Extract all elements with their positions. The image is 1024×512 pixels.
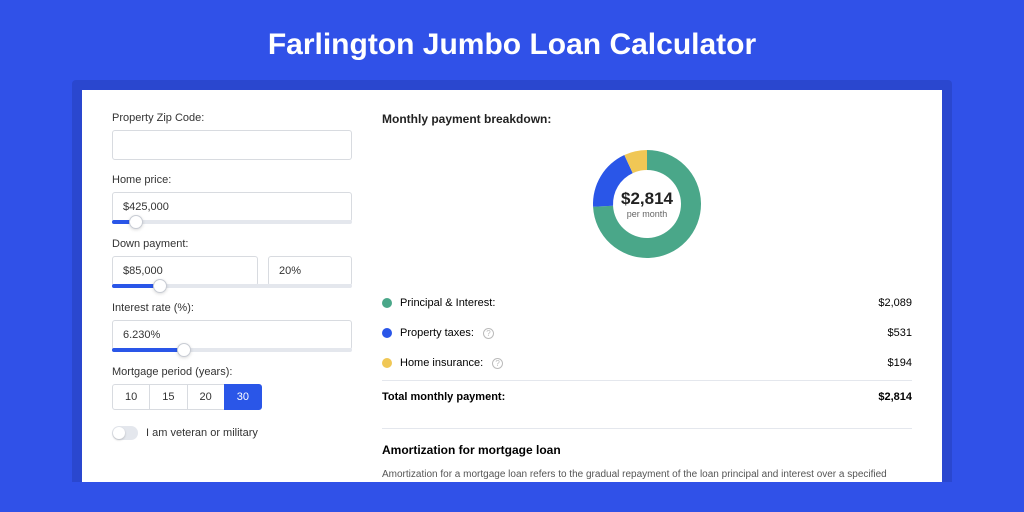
- legend-value: $194: [888, 357, 912, 369]
- slider-thumb[interactable]: [129, 215, 143, 229]
- price-field: Home price:: [112, 174, 352, 224]
- rate-slider[interactable]: [112, 348, 352, 352]
- calculator-card: Property Zip Code: Home price: Down paym…: [82, 90, 942, 482]
- donut-container: $2,814 per month: [382, 140, 912, 268]
- period-field: Mortgage period (years): 10152030: [112, 366, 352, 410]
- form-panel: Property Zip Code: Home price: Down paym…: [112, 112, 352, 482]
- price-label: Home price:: [112, 174, 352, 186]
- period-button-30[interactable]: 30: [224, 384, 262, 410]
- down-field: Down payment:: [112, 238, 352, 288]
- down-label: Down payment:: [112, 238, 352, 250]
- rate-field: Interest rate (%):: [112, 302, 352, 352]
- slider-thumb[interactable]: [153, 279, 167, 293]
- donut-amount: $2,814: [621, 189, 673, 209]
- rate-label: Interest rate (%):: [112, 302, 352, 314]
- period-button-20[interactable]: 20: [187, 384, 225, 410]
- period-button-10[interactable]: 10: [112, 384, 150, 410]
- info-icon[interactable]: ?: [483, 328, 494, 339]
- amortization-title: Amortization for mortgage loan: [382, 428, 912, 457]
- amortization-body: Amortization for a mortgage loan refers …: [382, 467, 912, 482]
- slider-thumb[interactable]: [177, 343, 191, 357]
- legend-dot: [382, 358, 392, 368]
- card-shadow: Property Zip Code: Home price: Down paym…: [72, 80, 952, 482]
- zip-field: Property Zip Code:: [112, 112, 352, 160]
- page-title: Farlington Jumbo Loan Calculator: [0, 0, 1024, 80]
- info-icon[interactable]: ?: [492, 358, 503, 369]
- donut-chart: $2,814 per month: [583, 140, 711, 268]
- total-label: Total monthly payment:: [382, 391, 505, 403]
- rate-input[interactable]: [112, 320, 352, 350]
- breakdown-title: Monthly payment breakdown:: [382, 112, 912, 126]
- legend-row: Property taxes:? $531: [382, 318, 912, 348]
- donut-sub: per month: [621, 209, 673, 219]
- donut-center: $2,814 per month: [621, 189, 673, 219]
- down-pct-input[interactable]: [268, 256, 352, 286]
- legend-label: Property taxes:: [400, 327, 474, 339]
- zip-label: Property Zip Code:: [112, 112, 352, 124]
- results-panel: Monthly payment breakdown: $2,814 per mo…: [382, 112, 912, 482]
- down-slider[interactable]: [112, 284, 352, 288]
- price-slider[interactable]: [112, 220, 352, 224]
- veteran-row: I am veteran or military: [112, 426, 352, 440]
- legend-row: Principal & Interest: $2,089: [382, 288, 912, 318]
- down-amount-input[interactable]: [112, 256, 258, 286]
- veteran-label: I am veteran or military: [146, 427, 258, 439]
- legend-dot: [382, 298, 392, 308]
- period-label: Mortgage period (years):: [112, 366, 352, 378]
- total-row: Total monthly payment: $2,814: [382, 380, 912, 412]
- veteran-toggle[interactable]: [112, 426, 138, 440]
- legend-value: $531: [888, 327, 912, 339]
- legend-row: Home insurance:? $194: [382, 348, 912, 378]
- legend-label: Home insurance:: [400, 357, 483, 369]
- legend-value: $2,089: [878, 297, 912, 309]
- toggle-knob: [113, 427, 125, 439]
- legend-label: Principal & Interest:: [400, 297, 495, 309]
- legend-dot: [382, 328, 392, 338]
- period-button-15[interactable]: 15: [149, 384, 187, 410]
- price-input[interactable]: [112, 192, 352, 222]
- zip-input[interactable]: [112, 130, 352, 160]
- total-value: $2,814: [878, 391, 912, 403]
